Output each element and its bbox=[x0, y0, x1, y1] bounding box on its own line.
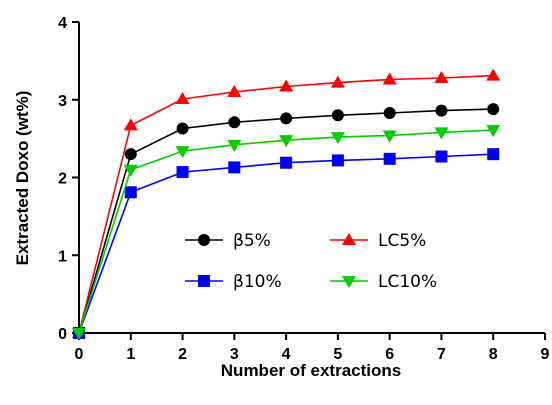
series-line bbox=[79, 154, 493, 333]
data-point bbox=[177, 166, 189, 178]
legend-label: β5% bbox=[233, 231, 271, 251]
data-point bbox=[332, 154, 344, 166]
data-point bbox=[487, 103, 499, 115]
data-point bbox=[228, 116, 240, 128]
legend-marker bbox=[342, 233, 356, 245]
data-point bbox=[435, 105, 447, 117]
x-tick-label: 0 bbox=[75, 346, 84, 363]
legend-label: β10% bbox=[233, 272, 282, 292]
data-point bbox=[124, 118, 138, 130]
data-point bbox=[280, 112, 292, 124]
data-point bbox=[384, 153, 396, 165]
data-point bbox=[486, 69, 500, 81]
legend-marker bbox=[342, 276, 356, 288]
legend-entry: β10% bbox=[185, 272, 282, 292]
data-point bbox=[228, 161, 240, 173]
data-point bbox=[487, 148, 499, 160]
legend-label: LC10% bbox=[378, 272, 437, 292]
data-point bbox=[383, 131, 397, 143]
legend-marker bbox=[198, 275, 210, 287]
x-axis-title: Number of extractions bbox=[221, 361, 401, 380]
y-tick-label: 4 bbox=[58, 15, 67, 32]
x-tick-label: 7 bbox=[437, 346, 446, 363]
legend-label: LC5% bbox=[378, 231, 426, 251]
x-tick-label: 9 bbox=[541, 346, 550, 363]
legend-marker bbox=[198, 234, 210, 246]
data-point bbox=[384, 107, 396, 119]
x-tick-label: 8 bbox=[489, 346, 498, 363]
data-point bbox=[125, 148, 137, 160]
legend: β5% LC5% β10% LC10% bbox=[185, 231, 437, 292]
legend-entry: LC5% bbox=[330, 231, 426, 251]
data-point bbox=[383, 73, 397, 85]
y-tick-label: 1 bbox=[58, 248, 67, 265]
x-tick-label: 1 bbox=[126, 346, 135, 363]
data-point bbox=[125, 186, 137, 198]
data-point bbox=[177, 123, 189, 135]
data-point bbox=[280, 157, 292, 169]
series-2 bbox=[73, 148, 499, 339]
data-point bbox=[332, 109, 344, 121]
y-tick-label: 2 bbox=[58, 171, 67, 188]
y-tick-label: 3 bbox=[58, 93, 67, 110]
data-point bbox=[435, 151, 447, 163]
y-axis-title: Extracted Doxo (wt%) bbox=[13, 91, 32, 266]
legend-entry: LC10% bbox=[330, 272, 437, 292]
y-tick-label: 0 bbox=[58, 326, 67, 343]
series-layer bbox=[72, 69, 500, 340]
x-tick-label: 2 bbox=[178, 346, 187, 363]
legend-entry: β5% bbox=[185, 231, 271, 251]
